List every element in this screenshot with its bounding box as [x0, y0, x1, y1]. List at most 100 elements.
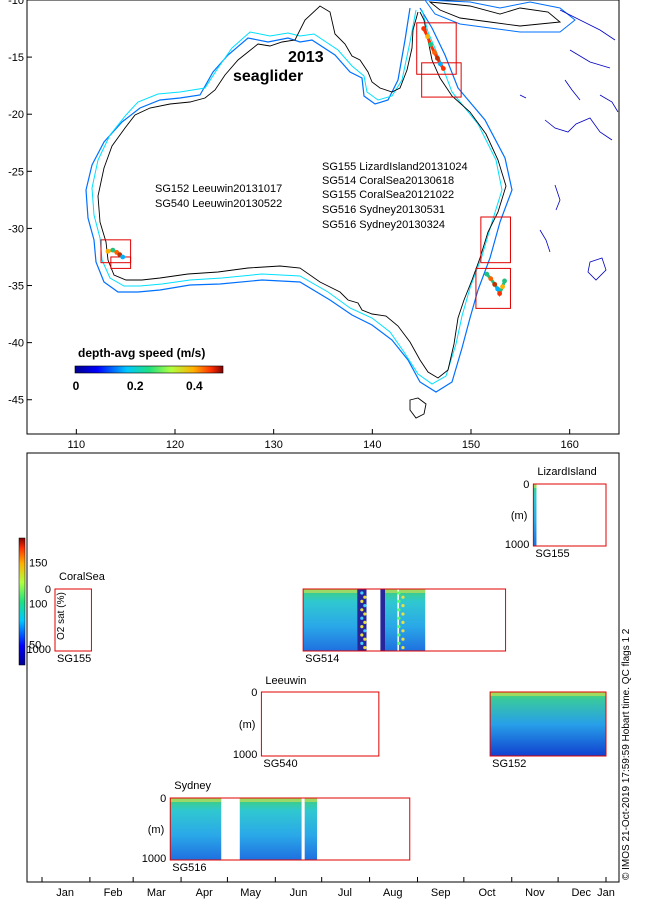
- map-axes-box: [26, 0, 620, 435]
- map-x-tick-label: 150: [462, 439, 480, 451]
- profile-marker: [363, 646, 367, 650]
- profile-marker: [397, 616, 401, 620]
- glider-panel: SG152: [489, 691, 607, 770]
- profile-marker: [360, 641, 364, 646]
- panel-frame: [260, 691, 380, 757]
- depth-axis-label: (m): [511, 510, 528, 522]
- glider-track-point: [438, 61, 443, 67]
- glider-track-point: [425, 34, 430, 39]
- profile-marker: [360, 625, 364, 629]
- surface-oxygen: [398, 589, 426, 593]
- panel-glider-label: SG540: [263, 758, 297, 770]
- month-tick-label: Jun: [290, 887, 308, 899]
- month-tick-label: Jul: [338, 887, 352, 899]
- shelf-1000m-contour: [85, 7, 513, 393]
- speed-tick-label: 0: [73, 379, 80, 393]
- surface-oxygen: [303, 589, 358, 593]
- surface-oxygen: [385, 589, 398, 593]
- profile-marker: [397, 633, 401, 637]
- profile-marker: [363, 604, 367, 608]
- east-label-5: SG516 Sydney20130324: [322, 219, 445, 231]
- speed-colorbar: [74, 365, 224, 374]
- region-box: [480, 216, 511, 264]
- glider-track-point: [421, 26, 427, 31]
- surface-oxygen: [304, 798, 318, 802]
- map-y-tick-label: -30: [8, 223, 24, 235]
- depth-tick-top: 0: [160, 793, 166, 805]
- east-label-4: SG516 Sydney20130531: [322, 204, 445, 216]
- o2-colorbar: [18, 537, 26, 666]
- east-label-3: SG155 CoralSea20121022: [322, 189, 454, 201]
- profile-marker: [363, 637, 367, 641]
- map-x-tick-label: 140: [363, 439, 381, 451]
- panel-region-label: Sydney: [174, 780, 211, 792]
- imos-credit: © IMOS 21-Oct-2019 17:59:59 Hobart time.…: [621, 628, 632, 880]
- glider-track-point: [105, 248, 111, 254]
- profile-marker: [363, 612, 367, 616]
- surface-oxygen: [170, 798, 222, 802]
- profile-marker: [360, 616, 364, 620]
- profile-marker: [360, 591, 364, 595]
- surface-oxygen: [239, 798, 302, 802]
- profile-marker: [363, 629, 367, 633]
- month-tick-label: Aug: [383, 887, 403, 899]
- map-y-tick-label: -25: [8, 166, 24, 178]
- map-y-tick-label: -10: [8, 0, 24, 7]
- panel-glider-label: SG152: [492, 758, 526, 770]
- map-panel: 110 120 130 140 150 160 -10 -15 -20 -25 -30 -35 -40…: [8, 0, 620, 451]
- glider-panel: Leeuwin SG540 0 1000 (m): [233, 675, 380, 770]
- month-tick-label: Dec: [571, 887, 591, 899]
- profile-marker: [397, 625, 401, 629]
- profile-marker: [397, 641, 401, 646]
- australia-coastline: [97, 5, 507, 379]
- glider-panel: SG514: [302, 588, 507, 665]
- surface-oxygen: [533, 484, 537, 488]
- profile-marker: [401, 646, 405, 650]
- oxygen-section: [303, 589, 358, 651]
- oxygen-section: [533, 484, 537, 546]
- speed-tick-label: 0.2: [127, 379, 144, 393]
- panel-glider-label: SG516: [172, 862, 206, 874]
- glider-panel: Sydney SG516 0 1000 (m): [142, 780, 411, 874]
- profile-marker: [397, 591, 401, 595]
- panel-frame: [54, 588, 92, 652]
- profile-marker: [401, 612, 405, 616]
- surface-oxygen: [490, 692, 606, 696]
- glider-track-point: [428, 42, 433, 47]
- west-label-2: SG540 Leeuwin20130522: [155, 198, 282, 210]
- depth-tick-top: 0: [251, 687, 257, 699]
- profile-marker: [401, 620, 405, 625]
- pacific-bathymetry: [519, 9, 619, 281]
- month-tick-label: May: [240, 887, 261, 899]
- profile-marker: [401, 604, 405, 608]
- panel-frame: [169, 797, 411, 861]
- map-x-tick-label: 120: [166, 439, 184, 451]
- oxygen-section: [490, 692, 606, 756]
- panel-glider-label: SG155: [535, 548, 569, 560]
- month-tick-label: Sep: [431, 887, 451, 899]
- map-y-tick-label: -35: [8, 281, 24, 293]
- timeline-axes-box: [26, 452, 620, 883]
- glider-track-point: [432, 50, 437, 55]
- png-coast: [428, 1, 562, 27]
- glider-track-point: [492, 281, 498, 287]
- map-x-tick-label: 110: [68, 439, 86, 451]
- map-y-tick-label: -40: [8, 338, 24, 350]
- map-title-label: seaglider: [233, 68, 303, 85]
- oxygen-section: [385, 589, 398, 651]
- o2-colorbar-ticks: 50 100 150: [29, 558, 47, 652]
- depth-tick-bottom: 1000: [505, 539, 529, 551]
- depth-tick-top: 0: [45, 584, 51, 596]
- map-title-year: 2013: [288, 49, 324, 66]
- oxygen-section-dark: [380, 589, 386, 651]
- panel-region-label: Leeuwin: [265, 675, 306, 687]
- panel-frame: [489, 691, 607, 757]
- speed-tick-label: 0.4: [186, 379, 203, 393]
- map-x-tick-label: 130: [264, 439, 282, 451]
- speed-colorbar-ticks: 0 0.2 0.4: [73, 379, 203, 393]
- depth-axis-label: (m): [239, 719, 256, 731]
- glider-track-point: [120, 254, 126, 260]
- depth-tick-bottom: 1000: [142, 853, 166, 865]
- shelf-200m-contour: [91, 9, 503, 385]
